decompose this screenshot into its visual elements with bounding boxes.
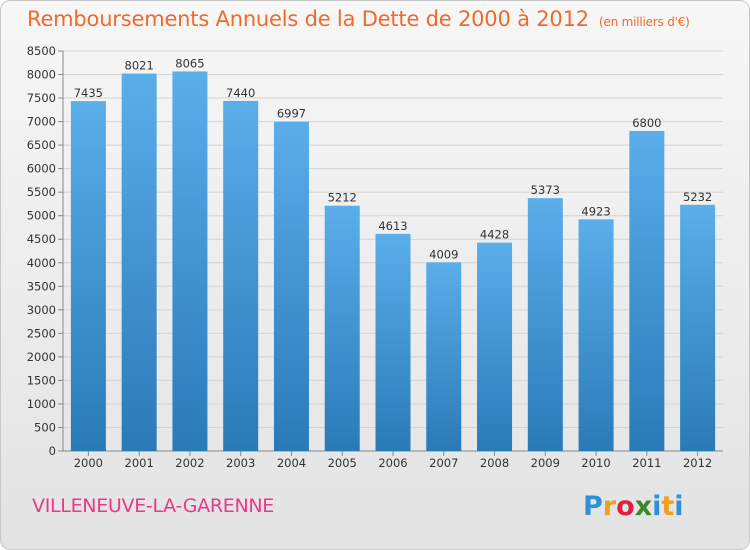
- x-tick-label-2005: 2005: [328, 456, 357, 470]
- data-label-2006: 4613: [378, 219, 407, 233]
- logo-letter: r: [602, 491, 617, 522]
- logo-letter: t: [661, 491, 675, 522]
- y-tick-label: 7500: [27, 91, 56, 105]
- data-label-2003: 7440: [226, 86, 255, 100]
- bar-2010: [578, 219, 614, 451]
- x-tick-labels: 2000 2001 2002 2003 2004 2005 2006 2007 2008 2009…: [74, 451, 712, 470]
- data-label-2011: 6800: [632, 116, 661, 130]
- x-tick-label-2003: 2003: [226, 456, 255, 470]
- data-label-2004: 6997: [277, 107, 306, 121]
- logo-letter: o: [616, 491, 635, 522]
- y-tick-label: 4000: [27, 256, 56, 270]
- data-label-2005: 5212: [328, 191, 357, 205]
- x-tick-label-2008: 2008: [480, 456, 509, 470]
- data-label-2001: 8021: [125, 59, 154, 73]
- x-tick-label-2006: 2006: [378, 456, 407, 470]
- title-unit: (en milliers d'€): [598, 15, 690, 29]
- data-labels: 7435 8021 8065 7440 6997 5212 4613 4009 4428 5373…: [74, 56, 713, 261]
- y-tick-label: 5500: [27, 185, 56, 199]
- data-label-2010: 4923: [581, 204, 610, 218]
- bar-2001: [121, 73, 157, 452]
- y-tick-label: 6500: [27, 138, 56, 152]
- y-tick-label: 1000: [27, 397, 56, 411]
- logo-letter: i: [674, 491, 684, 522]
- y-tick-labels: 0 500 1000 1500 2000 2500 3000 3500 4000 4500 5000…: [27, 44, 63, 458]
- y-tick-label: 8000: [27, 68, 56, 82]
- bar-2002: [172, 71, 208, 452]
- y-tick-label: 5000: [27, 209, 56, 223]
- x-tick-label-2000: 2000: [74, 456, 103, 470]
- title-text: Remboursements Annuels de la Dette de 20…: [27, 7, 589, 31]
- y-tick-label: 4500: [27, 232, 56, 246]
- y-tick-label: 6000: [27, 162, 56, 176]
- x-tick-label-2010: 2010: [581, 456, 610, 470]
- bar-2003: [223, 100, 259, 451]
- bar-2011: [629, 131, 665, 451]
- x-tick-label-2012: 2012: [683, 456, 712, 470]
- data-label-2008: 4428: [480, 228, 509, 242]
- logo-letter: P: [583, 491, 603, 522]
- data-label-2009: 5373: [531, 183, 560, 197]
- logo-letter: x: [634, 491, 653, 522]
- y-tick-label: 0: [49, 444, 56, 458]
- bar-2000: [70, 101, 106, 451]
- proxiti-logo: Proxiti: [583, 491, 684, 522]
- bar-2004: [273, 121, 309, 452]
- x-tick-label-2002: 2002: [175, 456, 204, 470]
- y-tick-label: 1500: [27, 373, 56, 387]
- y-tick-label: 3000: [27, 303, 56, 317]
- x-tick-label-2004: 2004: [277, 456, 306, 470]
- x-tick-label-2001: 2001: [125, 456, 154, 470]
- logo-letter: i: [652, 491, 662, 522]
- data-label-2012: 5232: [683, 190, 712, 204]
- bar-2005: [324, 205, 360, 451]
- data-label-2002: 8065: [175, 56, 204, 70]
- chart-title: Remboursements Annuels de la Dette de 20…: [27, 7, 690, 31]
- bar-2007: [426, 262, 462, 451]
- x-tick-label-2007: 2007: [429, 456, 458, 470]
- bar-2012: [680, 204, 716, 451]
- x-tick-label-2009: 2009: [531, 456, 560, 470]
- y-tick-label: 2500: [27, 326, 56, 340]
- bar-2006: [375, 233, 411, 451]
- commune-name: VILLENEUVE-LA-GARENNE: [32, 495, 274, 517]
- y-tick-label: 7000: [27, 115, 56, 129]
- bar-2008: [477, 242, 513, 451]
- bar-2009: [527, 198, 563, 451]
- y-tick-label: 3500: [27, 279, 56, 293]
- bars: [70, 71, 716, 452]
- y-tick-label: 8500: [27, 44, 56, 58]
- x-tick-label-2011: 2011: [632, 456, 661, 470]
- y-tick-label: 2000: [27, 350, 56, 364]
- data-label-2000: 7435: [74, 86, 103, 100]
- data-label-2007: 4009: [429, 247, 458, 261]
- y-tick-label: 500: [34, 420, 56, 434]
